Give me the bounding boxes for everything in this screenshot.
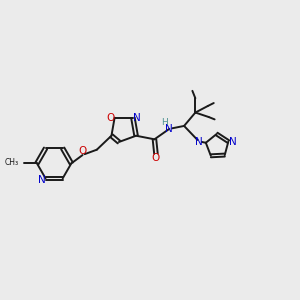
Text: N: N	[195, 137, 203, 147]
Text: CH₃: CH₃	[5, 158, 19, 167]
Text: O: O	[78, 146, 87, 156]
Text: N: N	[38, 175, 45, 185]
Text: N: N	[165, 124, 173, 134]
Text: N: N	[229, 136, 236, 147]
Text: H: H	[161, 118, 168, 127]
Text: O: O	[106, 113, 115, 123]
Text: O: O	[152, 153, 160, 163]
Text: N: N	[133, 113, 141, 123]
